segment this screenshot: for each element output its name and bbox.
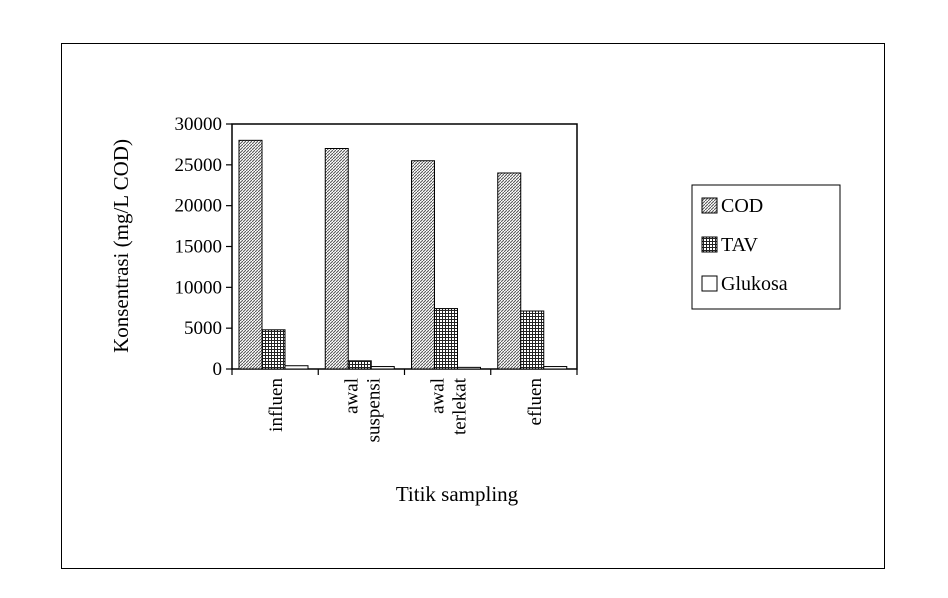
y-tick-label: 5000 <box>184 318 222 339</box>
bar-cod-0 <box>238 139 263 370</box>
bars <box>238 139 568 370</box>
y-tick-label: 30000 <box>175 114 223 135</box>
x-tick-label: suspensi <box>363 378 384 442</box>
bar-tav-3 <box>520 310 545 370</box>
x-axis: influen awal suspensi awal terlekat efluen <box>231 369 578 442</box>
legend-label-cod: COD <box>721 195 763 217</box>
x-tick-label: efluen <box>525 378 546 426</box>
legend-swatch-cod <box>701 197 718 214</box>
x-axis-title: Titik sampling <box>396 482 519 506</box>
bar-glukosa-2 <box>457 366 481 370</box>
legend-label-glukosa: Glukosa <box>721 273 788 295</box>
bar-cod-2 <box>411 160 435 370</box>
legend: COD TAV Glukosa <box>691 184 841 310</box>
y-tick-label: 0 <box>213 359 223 380</box>
legend-label-tav: TAV <box>721 234 758 256</box>
legend-swatch-glukosa <box>701 275 718 292</box>
x-tick-label: influen <box>266 378 287 432</box>
bar-glukosa-0 <box>284 365 309 370</box>
bar-tav-0 <box>261 329 286 370</box>
y-tick-label: 10000 <box>175 277 223 298</box>
bar-cod-3 <box>497 172 522 370</box>
y-axis-title: Konsentrasi (mg/L COD) <box>109 139 133 353</box>
bar-glukosa-1 <box>370 366 395 370</box>
y-tick-label: 25000 <box>175 155 223 176</box>
bar-glukosa-3 <box>543 366 568 370</box>
legend-swatch-tav <box>701 236 718 253</box>
x-tick-label: awal <box>428 378 449 414</box>
x-tick-label: awal <box>341 378 362 414</box>
y-tick-label: 15000 <box>175 237 223 258</box>
y-axis: 0 5000 10000 15000 20000 25000 30000 <box>175 114 232 380</box>
bar-tav-1 <box>347 360 372 370</box>
bar-tav-2 <box>434 308 458 370</box>
y-tick-label: 20000 <box>175 196 223 217</box>
x-tick-label: terlekat <box>450 377 471 435</box>
bar-cod-1 <box>324 148 349 370</box>
